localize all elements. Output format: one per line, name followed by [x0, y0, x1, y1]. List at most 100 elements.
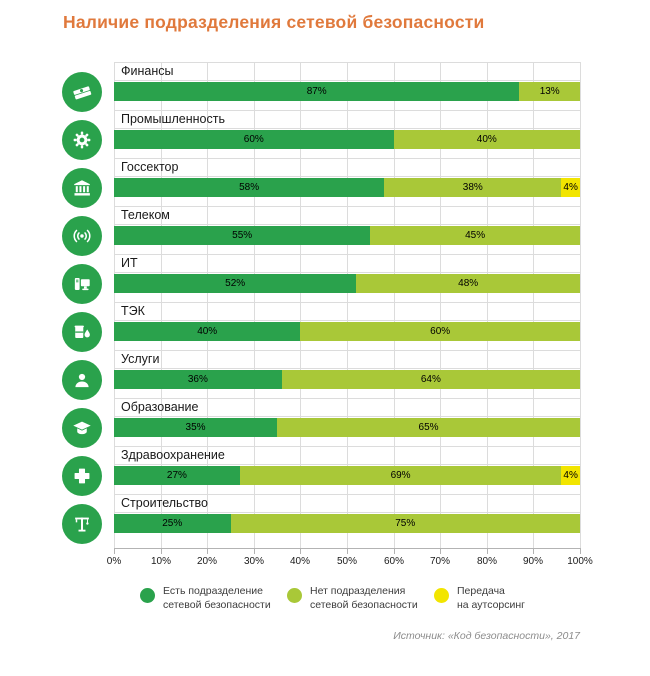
gridline-horizontal	[114, 128, 580, 129]
bar-segment-no-unit: 38%	[384, 178, 562, 197]
crane-icon	[62, 503, 102, 544]
category-label: Строительство	[121, 496, 208, 510]
category-row: ТЭК 40% 60%	[0, 302, 650, 352]
axis-tick-label: 0%	[106, 556, 122, 567]
axis-tick-label: 10%	[150, 556, 171, 567]
bar-segment-no-unit: 60%	[300, 322, 580, 341]
bar-value-label: 45%	[465, 230, 486, 241]
bar-segment-has-unit: 87%	[114, 82, 520, 101]
stacked-bar: 36% 64%	[114, 370, 580, 389]
legend-label: Есть подразделение сетевой безопасности	[163, 585, 271, 611]
gridline-vertical	[347, 62, 348, 548]
gridline-vertical	[440, 62, 441, 548]
stacked-bar: 87% 13%	[114, 82, 580, 101]
gridline-horizontal	[114, 302, 580, 303]
bar-segment-has-unit: 27%	[114, 466, 240, 485]
category-label: Услуги	[121, 352, 160, 366]
gridline-horizontal	[114, 206, 580, 207]
gridline-vertical	[254, 62, 255, 548]
gridline-horizontal	[114, 158, 580, 159]
oil-icon	[62, 311, 102, 352]
bar-value-label: 35%	[185, 422, 206, 433]
legend-dot	[287, 588, 302, 603]
bar-value-label: 40%	[476, 134, 497, 145]
axis-tick	[487, 548, 488, 554]
bar-segment-no-unit: 48%	[356, 274, 580, 293]
computer-icon	[62, 263, 102, 304]
gridline-vertical	[161, 62, 162, 548]
axis-tick	[394, 548, 395, 554]
gridline-horizontal	[114, 224, 580, 225]
axis-tick	[440, 548, 441, 554]
bar-value-label: 27%	[166, 470, 187, 481]
axis-tick-label: 60%	[383, 556, 404, 567]
bar-value-label: 36%	[187, 374, 208, 385]
bar-segment-has-unit: 36%	[114, 370, 282, 389]
gridline-horizontal	[114, 446, 580, 447]
gridline-horizontal	[114, 272, 580, 273]
axis-tick-label: 50%	[336, 556, 357, 567]
bar-value-label: 25%	[162, 518, 183, 529]
bar-segment-has-unit: 55%	[114, 226, 371, 245]
category-label: Финансы	[121, 64, 174, 78]
bar-value-label: 55%	[232, 230, 253, 241]
gridline-horizontal	[114, 62, 580, 63]
category-label: Здравоохранение	[121, 448, 225, 462]
bar-value-label: 40%	[197, 326, 218, 337]
axis-tick	[207, 548, 208, 554]
gridline-horizontal	[114, 464, 580, 465]
legend-dot	[140, 588, 155, 603]
category-row: Здравоохранение 27% 69% 4%	[0, 446, 650, 496]
bar-value-label: 4%	[563, 182, 578, 193]
legend-label: Нет подразделения сетевой безопасности	[310, 585, 418, 611]
stacked-bar: 58% 38% 4%	[114, 178, 580, 197]
gridline-horizontal	[114, 110, 580, 111]
axis-tick-label: 40%	[289, 556, 310, 567]
bar-segment-no-unit: 13%	[519, 82, 580, 101]
axis-tick-label: 70%	[429, 556, 450, 567]
axis-tick	[161, 548, 162, 554]
bar-value-label: 65%	[418, 422, 439, 433]
gridline-horizontal	[114, 80, 580, 81]
chart-title: Наличие подразделения сетевой безопаснос…	[63, 12, 485, 32]
axis-tick-label: 90%	[522, 556, 543, 567]
legend-dot	[434, 588, 449, 603]
category-label: Телеком	[121, 208, 170, 222]
bar-value-label: 52%	[225, 278, 246, 289]
stacked-bar: 25% 75%	[114, 514, 580, 533]
axis-tick	[300, 548, 301, 554]
category-label: ТЭК	[121, 304, 145, 318]
axis-tick	[533, 548, 534, 554]
bar-value-label: 58%	[239, 182, 260, 193]
gridline-vertical	[114, 62, 115, 548]
bar-segment-no-unit: 75%	[230, 514, 580, 533]
bar-value-label: 87%	[306, 86, 327, 97]
category-label: ИТ	[121, 256, 138, 270]
gear-icon	[62, 119, 102, 160]
category-row: Строительство 25% 75%	[0, 494, 650, 544]
bar-value-label: 48%	[458, 278, 479, 289]
bar-value-label: 60%	[243, 134, 264, 145]
stacked-bar: 35% 65%	[114, 418, 580, 437]
gridline-horizontal	[114, 350, 580, 351]
category-row: Промышленность 60% 40%	[0, 110, 650, 160]
axis-tick	[347, 548, 348, 554]
bar-value-label: 75%	[395, 518, 416, 529]
bar-segment-outsourcing: 4%	[561, 178, 580, 197]
stacked-bar: 40% 60%	[114, 322, 580, 341]
bar-value-label: 13%	[539, 86, 560, 97]
bar-segment-has-unit: 35%	[114, 418, 278, 437]
person-icon	[62, 359, 102, 400]
bar-segment-has-unit: 25%	[114, 514, 231, 533]
legend-label: Передача на аутсорсинг	[457, 585, 526, 611]
gridline-horizontal	[114, 512, 580, 513]
category-label: Образование	[121, 400, 199, 414]
bar-value-label: 60%	[430, 326, 451, 337]
gridline-horizontal	[114, 368, 580, 369]
bar-value-label: 38%	[462, 182, 483, 193]
gridline-horizontal	[114, 320, 580, 321]
bar-segment-no-unit: 45%	[370, 226, 580, 245]
axis-tick-label: 30%	[243, 556, 264, 567]
category-row: Финансы 87% 13%	[0, 62, 650, 112]
